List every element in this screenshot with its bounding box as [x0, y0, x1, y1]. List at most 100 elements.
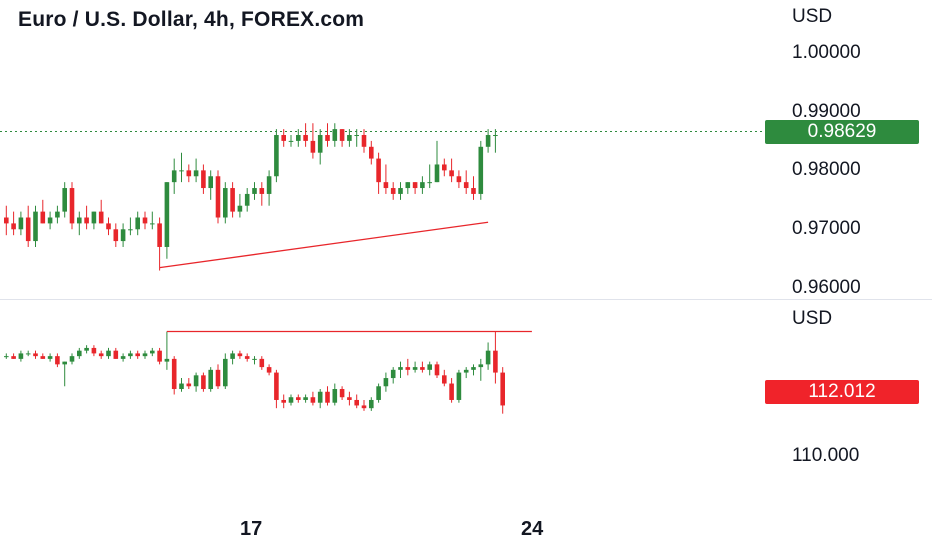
top-candle-body	[113, 229, 119, 242]
top-candle-body	[157, 223, 162, 247]
bottom-candle-body	[420, 367, 425, 370]
bottom-candle-body	[40, 356, 46, 359]
top-candle-body	[244, 193, 250, 206]
bottom-candle-body	[376, 386, 381, 400]
top-candle-body	[369, 146, 374, 159]
top-candles-group	[4, 123, 498, 271]
bottom-candle-body	[62, 361, 67, 365]
bottom-candle-body	[332, 389, 338, 403]
top-candle-body	[303, 135, 308, 141]
bottom-y-tick: 110.000	[792, 445, 860, 466]
bottom-candle-body	[77, 350, 82, 357]
bottom-candle-body	[281, 399, 286, 403]
bottom-candle-body	[361, 405, 367, 409]
top-candle-body	[252, 188, 257, 194]
top-candle-body	[120, 229, 126, 242]
top-candle-body	[179, 170, 184, 172]
bottom-candle-body	[106, 350, 111, 357]
top-axis-unit: USD	[792, 6, 833, 27]
top-candle-body	[449, 170, 454, 177]
top-candle-body	[420, 182, 425, 189]
top-candle-body	[69, 188, 75, 224]
bottom-candle-body	[4, 356, 9, 358]
bottom-candle-body	[266, 367, 272, 373]
top-candle-body	[427, 182, 432, 184]
top-candle-body	[317, 135, 323, 153]
bottom-candle-body	[186, 383, 192, 387]
bottom-candle-body	[223, 358, 228, 387]
bottom-candle-body	[157, 350, 162, 362]
bottom-candle-body	[84, 347, 89, 351]
top-candle-body	[434, 164, 440, 183]
top-candle-body	[91, 211, 97, 224]
top-candle-body	[412, 182, 418, 189]
bottom-candle-body	[120, 356, 126, 359]
bottom-candle-body	[98, 353, 104, 357]
top-candle-body	[266, 176, 272, 194]
bottom-candle-body	[449, 383, 454, 400]
bottom-candle-body	[442, 375, 447, 384]
top-candle-body	[456, 176, 462, 183]
top-candle-body	[25, 217, 31, 242]
top-candle-body	[106, 223, 111, 230]
top-candle-body	[77, 217, 82, 224]
bottom-candle-body	[55, 356, 60, 365]
bottom-candle-body	[215, 369, 221, 387]
bottom-candle-body	[91, 347, 97, 354]
top-candle-body	[463, 182, 469, 189]
bottom-candle-body	[288, 397, 294, 403]
top-candle-body	[164, 182, 170, 247]
top-candle-body	[361, 135, 367, 147]
bottom-candle-body	[164, 358, 170, 362]
top-candle-body	[186, 170, 192, 177]
top-candle-body	[4, 217, 9, 224]
bottom-candle-body	[463, 369, 469, 373]
top-candle-body	[223, 188, 228, 218]
bottom-candle-body	[259, 358, 265, 368]
top-candle-body	[142, 217, 148, 224]
top-candle-body	[18, 217, 24, 230]
bottom-candle-body	[25, 353, 31, 355]
top-candle-body	[485, 135, 491, 147]
bottom-candle-body	[369, 399, 374, 409]
top-candle-body	[237, 205, 243, 212]
bottom-candle-body	[150, 350, 155, 354]
bottom-candle-body	[274, 372, 279, 400]
top-candle-body	[332, 129, 338, 141]
top-last-price-tag: 0.98629	[765, 120, 919, 144]
bottom-candle-body	[201, 375, 206, 390]
top-candle-body	[296, 135, 301, 141]
bottom-candle-body	[244, 356, 250, 359]
bottom-candle-body	[317, 391, 323, 403]
bottom-candle-body	[171, 358, 177, 390]
bottom-candle-body	[339, 389, 345, 398]
annotation-lines-group	[159, 221, 532, 333]
bottom-candle-body	[398, 367, 403, 370]
bottom-candle-body	[412, 367, 418, 370]
bottom-candle-body	[33, 353, 38, 357]
bottom-last-price-tag: 112.012	[765, 380, 919, 404]
bottom-candle-body	[135, 353, 140, 357]
bottom-candle-body	[193, 375, 199, 387]
bottom-candle-body	[208, 369, 213, 390]
bottom-axis-unit: USD	[792, 308, 833, 329]
top-candle-body	[33, 211, 38, 242]
bottom-candle-body	[390, 369, 396, 379]
top-y-tick: 0.98000	[792, 159, 861, 180]
top-candle-body	[11, 223, 16, 230]
bottom-candle-body	[471, 367, 476, 370]
top-y-tick: 1.00000	[792, 42, 861, 63]
top-candle-body	[471, 188, 476, 194]
top-candle-body	[150, 223, 155, 225]
top-candle-body	[390, 188, 396, 194]
chart-title: Euro / U.S. Dollar, 4h, FOREX.com	[18, 8, 365, 31]
top-candle-body	[215, 176, 221, 218]
bottom-candle-body	[237, 353, 243, 357]
top-candle-body	[354, 135, 359, 137]
bottom-candle-body	[113, 350, 119, 359]
top-candle-body	[193, 170, 199, 177]
top-candle-body	[98, 211, 104, 224]
bottom-candle-body	[47, 356, 53, 359]
bottom-candles-group	[4, 331, 505, 414]
